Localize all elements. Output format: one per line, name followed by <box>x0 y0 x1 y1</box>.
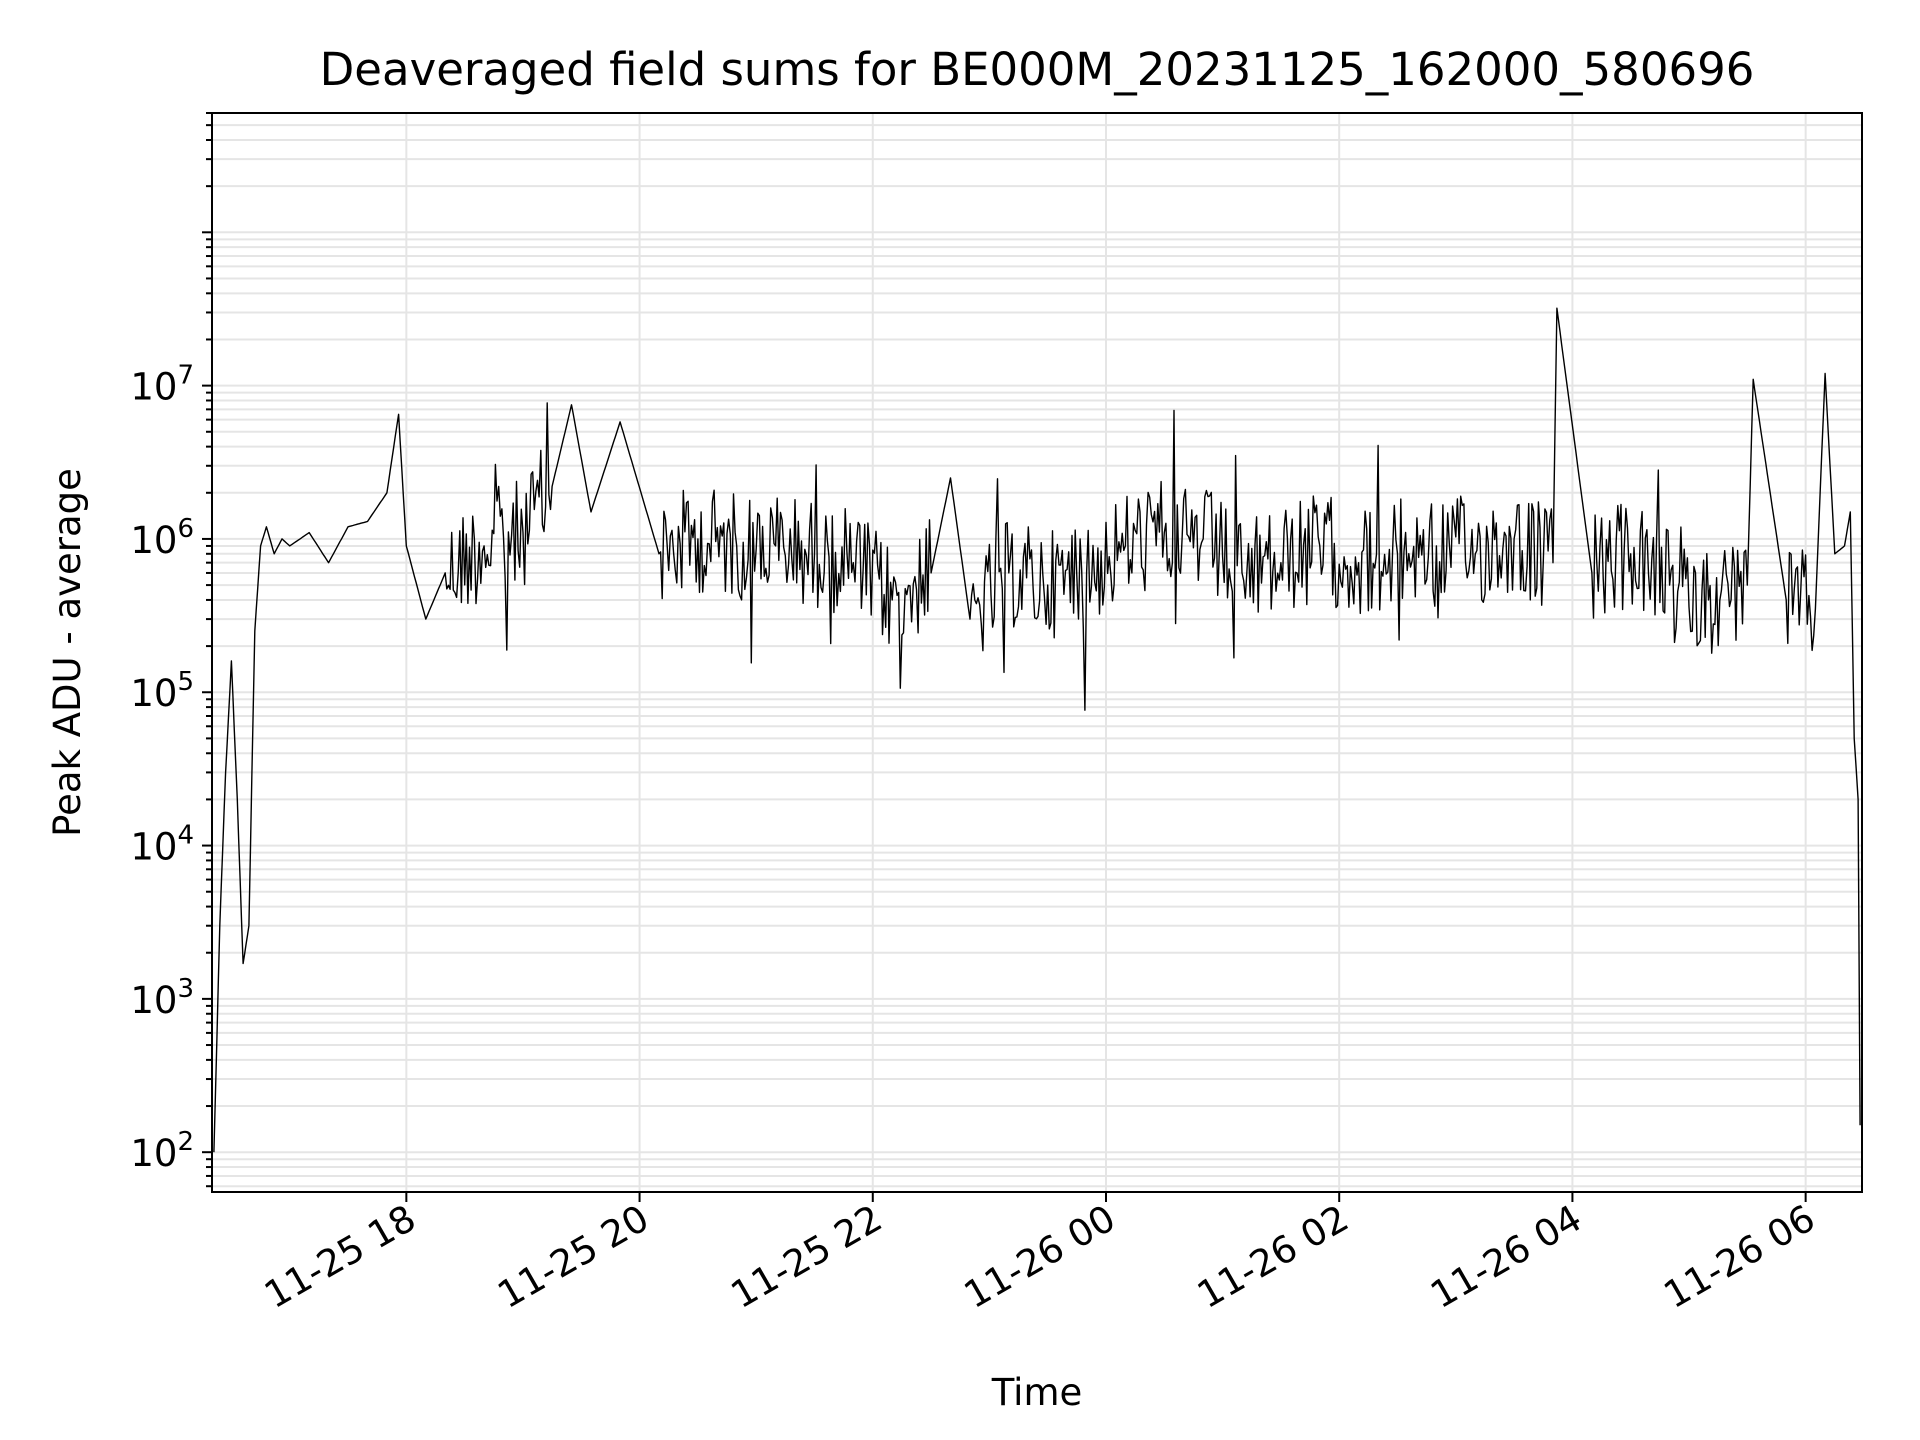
y-tick-label: 104 <box>130 821 194 869</box>
chart-title: Deaveraged field sums for BE000M_2023112… <box>320 43 1755 96</box>
grid <box>212 112 1862 1192</box>
y-tick-exponent: 4 <box>177 821 194 851</box>
data-series <box>213 307 1861 1153</box>
y-tick-exponent: 3 <box>177 974 194 1004</box>
y-tick-exponent: 6 <box>177 514 194 544</box>
y-tick-base: 10 <box>130 672 177 715</box>
y-tick-base: 10 <box>130 1132 177 1175</box>
y-tick-exponent: 5 <box>177 667 194 697</box>
y-tick-label: 105 <box>130 667 194 715</box>
y-tick-base: 10 <box>130 979 177 1022</box>
y-tick-label: 102 <box>130 1127 194 1175</box>
y-tick-exponent: 2 <box>177 1127 194 1157</box>
y-tick-label: 107 <box>130 361 194 409</box>
y-tick-base: 10 <box>130 519 177 562</box>
y-tick-label: 103 <box>130 974 194 1022</box>
plot-frame <box>211 112 1863 1193</box>
y-tick-exponent: 7 <box>177 361 194 391</box>
y-axis-label: Peak ADU - average <box>46 468 89 837</box>
data-series-line <box>213 307 1861 1153</box>
y-tick-base: 10 <box>130 366 177 409</box>
x-axis-label: Time <box>991 1371 1083 1414</box>
y-tick-label: 106 <box>130 514 194 562</box>
y-tick-base: 10 <box>130 826 177 869</box>
